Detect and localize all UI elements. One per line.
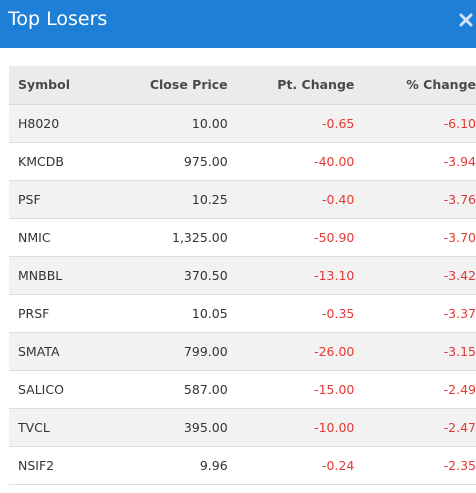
symbol-cell: NMIC [9, 218, 107, 257]
column-header-symbol[interactable]: Symbol [9, 66, 107, 105]
pct-change-cell: -6.10 [354, 104, 476, 143]
pct-change-cell: -2.47 [354, 408, 476, 447]
pt-change-cell: -15.00 [227, 370, 355, 409]
pt-change-cell: -0.24 [227, 446, 355, 485]
close-price-cell: 370.50 [106, 256, 228, 295]
table-row[interactable]: NMIC 1,325.00 -50.90 -3.70 [9, 218, 476, 257]
pct-change-cell: -2.49 [354, 370, 476, 409]
top-losers-table: Symbol Close Price Pt. Change % Change H… [9, 66, 476, 485]
pt-change-cell: -0.65 [227, 104, 355, 143]
column-header-pct-change[interactable]: % Change [354, 66, 476, 105]
close-price-cell: 10.00 [106, 104, 228, 143]
symbol-cell: KMCDB [9, 142, 107, 181]
table-row[interactable]: PSF 10.25 -0.40 -3.76 [9, 180, 476, 219]
close-price-cell: 10.25 [106, 180, 228, 219]
modal-header: Top Losers [0, 0, 476, 48]
close-price-cell: 975.00 [106, 142, 228, 181]
table-row[interactable]: TVCL 395.00 -10.00 -2.47 [9, 408, 476, 447]
close-price-cell: 587.00 [106, 370, 228, 409]
table-row[interactable]: KMCDB 975.00 -40.00 -3.94 [9, 142, 476, 181]
pt-change-cell: -40.00 [227, 142, 355, 181]
pct-change-cell: -2.35 [354, 446, 476, 485]
pt-change-cell: -13.10 [227, 256, 355, 295]
pt-change-cell: -0.35 [227, 294, 355, 333]
close-price-cell: 395.00 [106, 408, 228, 447]
symbol-cell: MNBBL [9, 256, 107, 295]
modal-title: Top Losers [8, 8, 108, 30]
table-row[interactable]: SALICO 587.00 -15.00 -2.49 [9, 370, 476, 409]
symbol-cell: SALICO [9, 370, 107, 409]
table-row[interactable]: MNBBL 370.50 -13.10 -3.42 [9, 256, 476, 295]
top-losers-table-container: Symbol Close Price Pt. Change % Change H… [9, 66, 476, 493]
pct-change-cell: -3.37 [354, 294, 476, 333]
pt-change-cell: -26.00 [227, 332, 355, 371]
table-header-row: Symbol Close Price Pt. Change % Change [9, 66, 476, 105]
symbol-cell: TVCL [9, 408, 107, 447]
column-header-pt-change[interactable]: Pt. Change [227, 66, 355, 105]
symbol-cell: PSF [9, 180, 107, 219]
close-price-cell: 10.05 [106, 294, 228, 333]
pt-change-cell: -0.40 [227, 180, 355, 219]
pct-change-cell: -3.76 [354, 180, 476, 219]
close-price-cell: 1,325.00 [106, 218, 228, 257]
symbol-cell: NSIF2 [9, 446, 107, 485]
pct-change-cell: -3.42 [354, 256, 476, 295]
close-icon[interactable] [458, 10, 474, 30]
column-header-close-price[interactable]: Close Price [106, 66, 228, 105]
pct-change-cell: -3.94 [354, 142, 476, 181]
pt-change-cell: -50.90 [227, 218, 355, 257]
close-price-cell: 9.96 [106, 446, 228, 485]
pct-change-cell: -3.15 [354, 332, 476, 371]
table-row[interactable]: NSIF2 9.96 -0.24 -2.35 [9, 446, 476, 485]
pct-change-cell: -3.70 [354, 218, 476, 257]
table-row[interactable]: PRSF 10.05 -0.35 -3.37 [9, 294, 476, 333]
symbol-cell: H8020 [9, 104, 107, 143]
table-row[interactable]: SMATA 799.00 -26.00 -3.15 [9, 332, 476, 371]
symbol-cell: SMATA [9, 332, 107, 371]
symbol-cell: PRSF [9, 294, 107, 333]
table-row[interactable]: H8020 10.00 -0.65 -6.10 [9, 104, 476, 143]
pt-change-cell: -10.00 [227, 408, 355, 447]
close-price-cell: 799.00 [106, 332, 228, 371]
